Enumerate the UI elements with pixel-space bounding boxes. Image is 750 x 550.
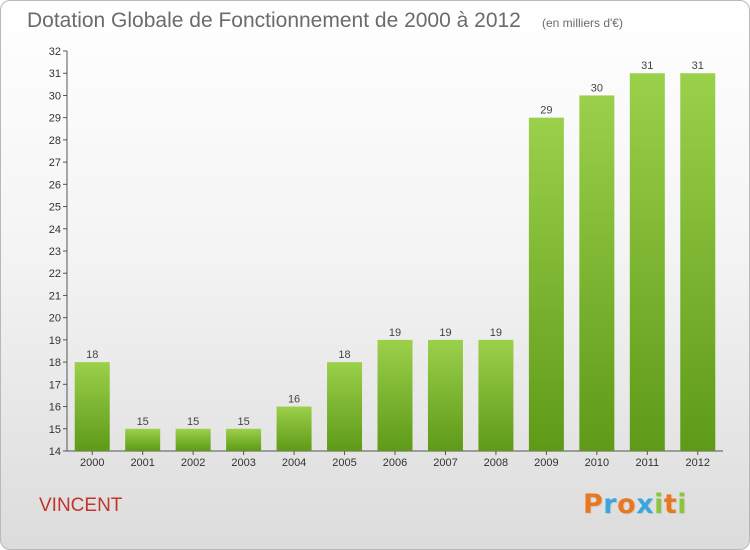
data-label: 18 bbox=[86, 349, 98, 361]
data-label: 18 bbox=[338, 349, 350, 361]
bar bbox=[226, 428, 262, 451]
y-tick-label: 16 bbox=[49, 402, 61, 414]
y-tick-label: 26 bbox=[49, 179, 61, 191]
bar bbox=[478, 339, 514, 451]
data-label: 15 bbox=[237, 416, 249, 428]
data-label: 19 bbox=[389, 327, 401, 339]
logo-letter: r bbox=[603, 489, 618, 520]
chart-title: Dotation Globale de Fonctionnement de 20… bbox=[27, 9, 521, 32]
data-label: 30 bbox=[591, 82, 603, 94]
bar bbox=[629, 73, 665, 451]
x-tick-label: 2007 bbox=[433, 457, 457, 469]
bar bbox=[427, 339, 463, 451]
y-tick-label: 18 bbox=[49, 357, 61, 369]
y-tick-label: 20 bbox=[49, 313, 61, 325]
x-tick-label: 2006 bbox=[383, 457, 407, 469]
bar bbox=[680, 73, 716, 451]
commune-name: VINCENT bbox=[39, 495, 123, 516]
y-tick-label: 27 bbox=[49, 157, 61, 169]
data-label: 15 bbox=[187, 416, 199, 428]
logo-letter: i bbox=[677, 489, 688, 520]
logo-letter: x bbox=[636, 489, 655, 520]
data-label: 19 bbox=[439, 327, 451, 339]
y-tick-label: 28 bbox=[49, 135, 61, 147]
y-tick-label: 15 bbox=[49, 424, 61, 436]
y-tick-label: 25 bbox=[49, 202, 61, 214]
x-tick-label: 2008 bbox=[484, 457, 508, 469]
y-tick-label: 14 bbox=[49, 446, 61, 458]
x-tick-label: 2010 bbox=[585, 457, 609, 469]
y-tick-label: 19 bbox=[49, 335, 61, 347]
data-label: 16 bbox=[288, 394, 300, 406]
x-tick-label: 2012 bbox=[686, 457, 710, 469]
y-tick-label: 17 bbox=[49, 379, 61, 391]
x-tick-label: 2004 bbox=[282, 457, 306, 469]
logo-letter: P bbox=[583, 489, 604, 520]
x-tick-label: 2001 bbox=[130, 457, 154, 469]
y-tick-label: 30 bbox=[49, 90, 61, 102]
unit-note: (en milliers d'€) bbox=[542, 16, 623, 30]
bar bbox=[327, 362, 363, 451]
bar bbox=[377, 339, 413, 451]
logo-letter: t bbox=[663, 489, 678, 520]
data-label: 31 bbox=[641, 60, 653, 72]
y-tick-label: 22 bbox=[49, 268, 61, 280]
data-label: 19 bbox=[490, 327, 502, 339]
proxiti-logo: Proxiti bbox=[583, 489, 687, 520]
bar bbox=[276, 406, 312, 451]
bar bbox=[528, 117, 564, 452]
x-tick-label: 2003 bbox=[231, 457, 255, 469]
logo-letter: i bbox=[654, 489, 664, 520]
data-label: 31 bbox=[692, 60, 704, 72]
y-tick-label: 32 bbox=[49, 46, 61, 58]
x-tick-label: 2011 bbox=[635, 457, 659, 469]
bar bbox=[579, 95, 615, 451]
x-tick-label: 2005 bbox=[332, 457, 356, 469]
data-label: 29 bbox=[540, 105, 552, 117]
y-tick-label: 24 bbox=[49, 224, 61, 236]
bar bbox=[125, 428, 161, 451]
data-label: 15 bbox=[137, 416, 149, 428]
x-tick-label: 2002 bbox=[181, 457, 205, 469]
logo-letter: o bbox=[617, 489, 637, 520]
y-tick-label: 29 bbox=[49, 113, 61, 125]
bar bbox=[74, 362, 110, 451]
x-tick-label: 2009 bbox=[534, 457, 558, 469]
x-tick-label: 2000 bbox=[80, 457, 104, 469]
y-tick-label: 23 bbox=[49, 246, 61, 258]
bar bbox=[175, 428, 211, 451]
y-tick-label: 21 bbox=[49, 290, 61, 302]
y-tick-label: 31 bbox=[49, 68, 61, 80]
